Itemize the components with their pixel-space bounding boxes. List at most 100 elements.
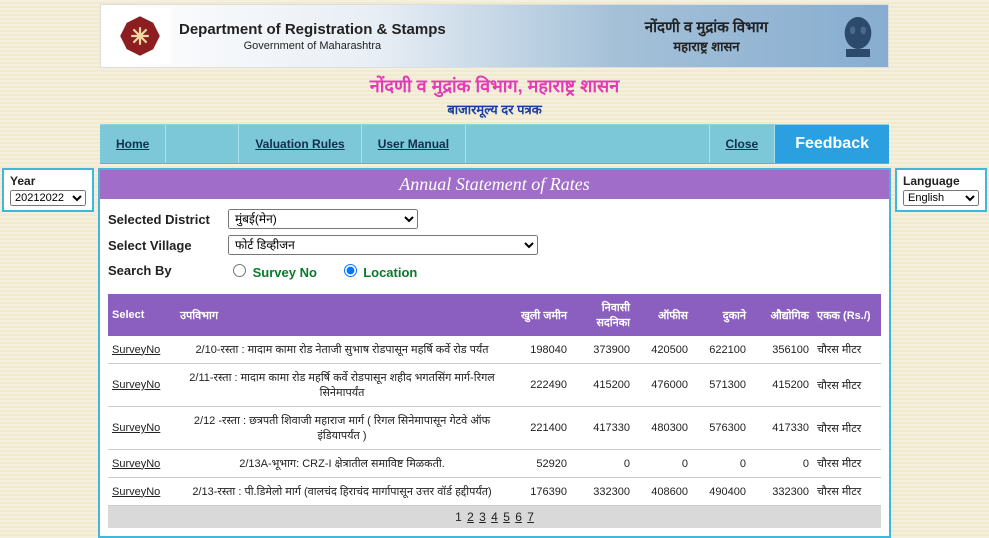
cell-subdiv: 2/10-रस्ता : मादाम कामा रोड नेताजी सुभाष… (176, 336, 508, 364)
cell-residential: 0 (571, 450, 634, 478)
cell-shop: 490400 (692, 478, 750, 506)
cell-openland: 222490 (508, 364, 571, 407)
pager-page[interactable]: 1 (455, 510, 462, 524)
center-panel: Annual Statement of Rates Selected Distr… (98, 168, 891, 538)
radio-survey[interactable] (233, 264, 246, 277)
cell-residential: 415200 (571, 364, 634, 407)
table-row: SurveyNo 2/10-रस्ता : मादाम कामा रोड नेता… (108, 336, 881, 364)
survey-link[interactable]: SurveyNo (112, 458, 160, 470)
banner-right: नोंदणी व मुद्रांक विभाग महाराष्ट्र शासन (645, 17, 838, 55)
th-office: ऑफीस (634, 294, 692, 336)
table-row: SurveyNo 2/13-रस्ता : पी.डिमेलो मार्ग (वा… (108, 478, 881, 506)
cell-subdiv: 2/13-रस्ता : पी.डिमेलो मार्ग (वालचंद हिर… (176, 478, 508, 506)
radio-location-text: Location (363, 265, 417, 280)
cell-residential: 332300 (571, 478, 634, 506)
cell-office: 420500 (634, 336, 692, 364)
cell-openland: 52920 (508, 450, 571, 478)
th-subdiv: उपविभाग (176, 294, 508, 336)
nav-spacer (466, 125, 709, 163)
nav-valuation-rules[interactable]: Valuation Rules (239, 125, 361, 163)
radio-location[interactable] (344, 264, 357, 277)
survey-link[interactable]: SurveyNo (112, 379, 160, 391)
cell-shop: 576300 (692, 407, 750, 450)
cell-residential: 373900 (571, 336, 634, 364)
village-select[interactable]: फोर्ट डिव्हीजन (228, 235, 538, 255)
survey-link[interactable]: SurveyNo (112, 422, 160, 434)
cell-shop: 571300 (692, 364, 750, 407)
nav-home[interactable]: Home (100, 125, 166, 163)
pager-page[interactable]: 5 (503, 510, 510, 524)
cell-subdiv: 2/12 -रस्ता : छत्रपती शिवाजी महाराज मार्… (176, 407, 508, 450)
table-header-row: Select उपविभाग खुली जमीन निवासी सदनिका ऑ… (108, 294, 881, 336)
pager-page[interactable]: 6 (515, 510, 522, 524)
emblem-icon (838, 10, 878, 62)
year-label: Year (10, 174, 86, 188)
dept-title-block: Department of Registration & Stamps Gove… (179, 21, 446, 52)
table-row: SurveyNo 2/11-रस्ता : मादाम कामा रोड महर्… (108, 364, 881, 407)
district-select[interactable]: मुंबई(मेन) (228, 209, 418, 229)
center-header: Annual Statement of Rates (100, 170, 889, 201)
radio-survey-label[interactable]: Survey No (228, 265, 321, 280)
th-openland: खुली जमीन (508, 294, 571, 336)
village-label: Select Village (108, 238, 228, 253)
cell-openland: 198040 (508, 336, 571, 364)
cell-unit: चौरस मीटर (813, 407, 881, 450)
pager-page[interactable]: 7 (527, 510, 534, 524)
district-label: Selected District (108, 212, 228, 227)
rates-table: Select उपविभाग खुली जमीन निवासी सदनिका ऑ… (108, 294, 881, 506)
feedback-button[interactable]: Feedback (775, 125, 889, 163)
cell-unit: चौरस मीटर (813, 450, 881, 478)
survey-link[interactable]: SurveyNo (112, 344, 160, 356)
table-row: SurveyNo 2/12 -रस्ता : छत्रपती शिवाजी महा… (108, 407, 881, 450)
pager-page[interactable]: 3 (479, 510, 486, 524)
cell-unit: चौरस मीटर (813, 336, 881, 364)
filters: Selected District मुंबई(मेन) Select Vill… (100, 201, 889, 290)
language-label: Language (903, 174, 979, 188)
dept-subtitle: Government of Maharashtra (179, 40, 446, 52)
th-unit: एकक (Rs./) (813, 294, 881, 336)
page-title-hindi: नोंदणी व मुद्रांक विभाग, महाराष्ट्र शासन (0, 74, 989, 98)
cell-shop: 622100 (692, 336, 750, 364)
th-select: Select (108, 294, 176, 336)
nav-close[interactable]: Close (710, 125, 776, 163)
searchby-label: Search By (108, 263, 228, 278)
year-select[interactable]: 20212022 (10, 190, 86, 206)
survey-link[interactable]: SurveyNo (112, 486, 160, 498)
cell-shop: 0 (692, 450, 750, 478)
radio-location-label[interactable]: Location (339, 265, 418, 280)
dept-logo-icon (109, 8, 171, 64)
radio-survey-text: Survey No (253, 265, 317, 280)
year-panel: Year 20212022 (2, 168, 94, 212)
cell-industrial: 417330 (750, 407, 813, 450)
dept-title: Department of Registration & Stamps (179, 21, 446, 38)
th-shop: दुकाने (692, 294, 750, 336)
banner-right-line1: नोंदणी व मुद्रांक विभाग (645, 17, 768, 37)
pager-page[interactable]: 4 (491, 510, 498, 524)
nav-user-manual[interactable]: User Manual (362, 125, 466, 163)
cell-subdiv: 2/11-रस्ता : मादाम कामा रोड महर्षि कर्वे… (176, 364, 508, 407)
pager-page[interactable]: 2 (467, 510, 474, 524)
cell-industrial: 415200 (750, 364, 813, 407)
pager: 1 2 3 4 5 6 7 (108, 506, 881, 528)
cell-openland: 176390 (508, 478, 571, 506)
banner: Department of Registration & Stamps Gove… (100, 4, 889, 68)
th-industrial: औद्योगिक (750, 294, 813, 336)
cell-office: 476000 (634, 364, 692, 407)
navbar: Home Valuation Rules User Manual Close F… (100, 124, 889, 164)
cell-industrial: 0 (750, 450, 813, 478)
language-select[interactable]: English (903, 190, 979, 206)
cell-subdiv: 2/13A-भूभाग: CRZ-I क्षेत्रातील समाविष्ट … (176, 450, 508, 478)
cell-office: 408600 (634, 478, 692, 506)
cell-unit: चौरस मीटर (813, 364, 881, 407)
cell-industrial: 356100 (750, 336, 813, 364)
page-subtitle-hindi: बाजारमूल्य दर पत्रक (0, 100, 989, 118)
cell-unit: चौरस मीटर (813, 478, 881, 506)
cell-industrial: 332300 (750, 478, 813, 506)
banner-right-line2: महाराष्ट्र शासन (645, 37, 768, 55)
nav-empty (166, 125, 239, 163)
searchby-group: Survey No Location (228, 261, 435, 280)
th-residential: निवासी सदनिका (571, 294, 634, 336)
language-panel: Language English (895, 168, 987, 212)
cell-office: 480300 (634, 407, 692, 450)
table-row: SurveyNo 2/13A-भूभाग: CRZ-I क्षेत्रातील स… (108, 450, 881, 478)
